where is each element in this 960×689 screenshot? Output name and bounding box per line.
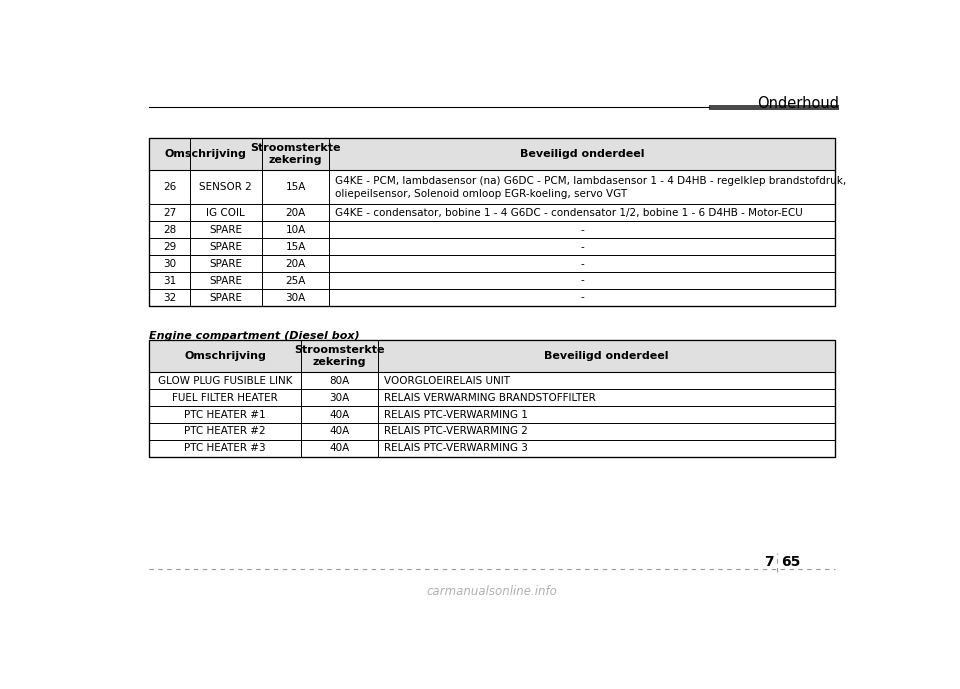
Text: Stroomsterkte
zekering: Stroomsterkte zekering bbox=[294, 345, 385, 367]
Text: 40A: 40A bbox=[329, 426, 349, 437]
Text: VOORGLOEIRELAIS UNIT: VOORGLOEIRELAIS UNIT bbox=[383, 376, 510, 386]
Bar bbox=[150, 340, 834, 372]
Bar bbox=[150, 138, 834, 306]
Text: 30A: 30A bbox=[329, 393, 349, 402]
Text: 40A: 40A bbox=[329, 409, 349, 420]
Text: SPARE: SPARE bbox=[209, 276, 242, 285]
Text: 30A: 30A bbox=[285, 293, 305, 302]
Text: PTC HEATER #2: PTC HEATER #2 bbox=[184, 426, 266, 437]
Text: PTC HEATER #1: PTC HEATER #1 bbox=[184, 409, 266, 420]
Text: carmanualsonline.info: carmanualsonline.info bbox=[426, 585, 558, 598]
Text: 20A: 20A bbox=[285, 258, 305, 269]
Bar bbox=[150, 340, 834, 457]
Text: Omschrijving: Omschrijving bbox=[184, 351, 266, 361]
Text: Beveiligd onderdeel: Beveiligd onderdeel bbox=[519, 150, 644, 159]
Text: G4KE - condensator, bobine 1 - 4 G6DC - condensator 1/2, bobine 1 - 6 D4HB - Mot: G4KE - condensator, bobine 1 - 4 G6DC - … bbox=[335, 208, 803, 218]
Text: 65: 65 bbox=[781, 555, 801, 569]
Bar bbox=[150, 138, 834, 306]
Text: 40A: 40A bbox=[329, 444, 349, 453]
Text: 7: 7 bbox=[764, 555, 774, 569]
Text: 15A: 15A bbox=[285, 242, 305, 251]
Text: 25A: 25A bbox=[285, 276, 305, 285]
Text: Onderhoud: Onderhoud bbox=[757, 96, 839, 111]
Text: SENSOR 2: SENSOR 2 bbox=[200, 183, 252, 192]
Text: SPARE: SPARE bbox=[209, 225, 242, 235]
Text: RELAIS PTC-VERWARMING 2: RELAIS PTC-VERWARMING 2 bbox=[383, 426, 527, 437]
Text: Beveiligd onderdeel: Beveiligd onderdeel bbox=[544, 351, 668, 361]
Text: 26: 26 bbox=[163, 183, 177, 192]
Text: RELAIS PTC-VERWARMING 1: RELAIS PTC-VERWARMING 1 bbox=[383, 409, 527, 420]
Text: RELAIS VERWARMING BRANDSTOFFILTER: RELAIS VERWARMING BRANDSTOFFILTER bbox=[383, 393, 595, 402]
Text: -: - bbox=[580, 258, 584, 269]
Text: -: - bbox=[580, 276, 584, 285]
Text: GLOW PLUG FUSIBLE LINK: GLOW PLUG FUSIBLE LINK bbox=[157, 376, 292, 386]
Text: G4KE - PCM, lambdasensor (na) G6DC - PCM, lambdasensor 1 - 4 D4HB - regelklep br: G4KE - PCM, lambdasensor (na) G6DC - PCM… bbox=[335, 176, 846, 199]
Text: SPARE: SPARE bbox=[209, 242, 242, 251]
Text: RELAIS PTC-VERWARMING 3: RELAIS PTC-VERWARMING 3 bbox=[383, 444, 527, 453]
Text: 31: 31 bbox=[163, 276, 177, 285]
Bar bbox=[709, 105, 839, 110]
Text: 27: 27 bbox=[163, 208, 177, 218]
Text: -: - bbox=[580, 225, 584, 235]
Text: -: - bbox=[580, 242, 584, 251]
Bar bbox=[150, 138, 834, 170]
Text: Engine compartment (Diesel box): Engine compartment (Diesel box) bbox=[150, 331, 360, 340]
Text: 10A: 10A bbox=[285, 225, 305, 235]
Text: PTC HEATER #3: PTC HEATER #3 bbox=[184, 444, 266, 453]
Text: 29: 29 bbox=[163, 242, 177, 251]
Text: 30: 30 bbox=[163, 258, 177, 269]
Text: 15A: 15A bbox=[285, 183, 305, 192]
Text: -: - bbox=[580, 293, 584, 302]
Bar bbox=[150, 340, 834, 457]
Text: 32: 32 bbox=[163, 293, 177, 302]
Text: Stroomsterkte
zekering: Stroomsterkte zekering bbox=[251, 143, 341, 165]
Text: 80A: 80A bbox=[329, 376, 349, 386]
Text: FUEL FILTER HEATER: FUEL FILTER HEATER bbox=[172, 393, 277, 402]
Text: Omschrijving: Omschrijving bbox=[165, 150, 247, 159]
Text: IG COIL: IG COIL bbox=[206, 208, 245, 218]
Text: 28: 28 bbox=[163, 225, 177, 235]
Text: SPARE: SPARE bbox=[209, 293, 242, 302]
Text: 20A: 20A bbox=[285, 208, 305, 218]
Text: SPARE: SPARE bbox=[209, 258, 242, 269]
